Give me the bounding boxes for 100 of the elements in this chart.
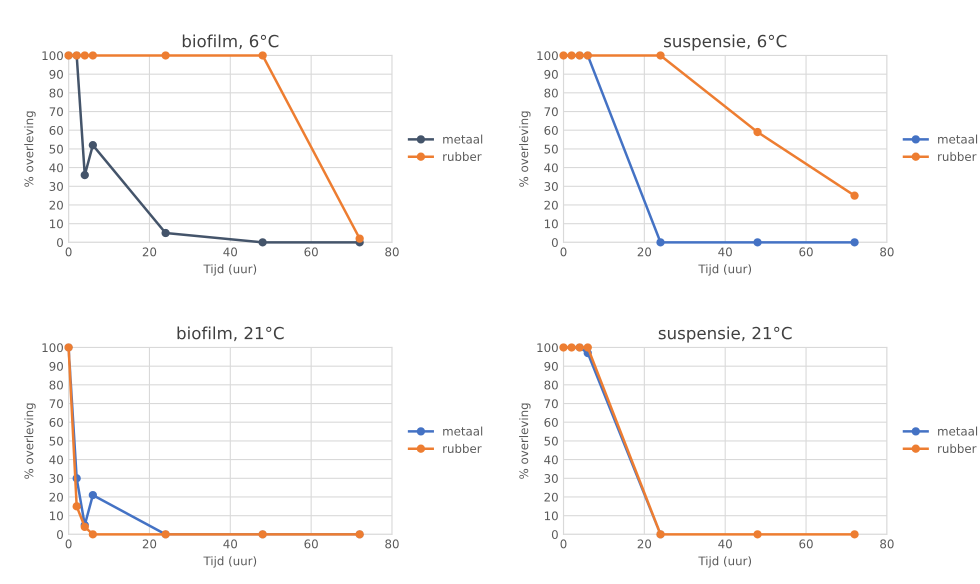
y-tick-label: 90 [49,70,63,79]
point [559,343,568,352]
legend-label: rubber [938,444,976,454]
point [88,51,98,60]
point [258,238,267,247]
y-tick-label: 10 [50,511,63,520]
point [850,191,859,200]
x-axis-title: Tijd (uur) [203,556,256,568]
x-axis-title: Tijd (uur) [698,264,752,276]
y-tick-label: 50 [544,144,558,154]
x-tick-label: 40 [718,247,732,256]
y-tick-label: 40 [544,163,558,172]
y-tick-label: 30 [544,474,558,483]
x-tick-label: 0 [66,539,72,548]
point [72,502,81,510]
y-tick-label: 60 [50,418,63,427]
y-tick-label: 50 [50,144,63,154]
y-tick-label: 0 [57,530,63,540]
y-tick-label: 60 [544,418,558,427]
y-tick-label: 90 [49,362,63,371]
point [88,141,98,150]
point [559,51,568,60]
y-axis-title: % overleving [519,403,531,479]
x-tick-label: 40 [718,539,732,548]
point [567,343,576,352]
y-tick-label: 90 [544,362,558,371]
y-tick-label: 30 [50,474,63,483]
y-tick-label: 0 [57,238,63,248]
chart-title: suspensie, 6°C [664,34,786,51]
x-tick-label: 60 [799,247,813,256]
y-tick-label: 0 [552,238,558,248]
point [88,530,98,539]
legend-label: metaal [443,134,482,144]
point [161,51,170,60]
y-axis-title: % overleving [24,111,36,187]
x-tick-label: 80 [385,539,399,548]
x-tick-label: 0 [560,539,566,548]
y-tick-label: 90 [544,70,558,79]
point [850,530,859,539]
y-tick-label: 40 [544,455,558,464]
y-tick-label: 70 [544,107,558,116]
x-axis-title: Tijd (uur) [698,556,752,568]
x-axis-title: Tijd (uur) [203,264,256,276]
x-tick-label: 0 [560,247,566,256]
legend-label: metaal [938,134,978,144]
chart-title: biofilm, 21°C [178,326,284,342]
y-tick-label: 20 [50,200,63,210]
y-tick-label: 100 [537,51,558,60]
y-tick-label: 70 [50,107,63,116]
x-tick-label: 40 [223,539,238,548]
y-tick-label: 0 [552,530,558,540]
point [161,228,170,238]
x-tick-label: 80 [880,247,894,256]
x-tick-label: 60 [304,247,318,256]
legend-label: metaal [443,426,482,436]
x-tick-label: 0 [66,247,72,256]
y-tick-label: 80 [544,380,558,390]
y-tick-label: 80 [544,88,558,98]
y-tick-label: 60 [50,126,63,135]
point [656,238,665,247]
x-tick-label: 80 [385,247,399,256]
x-tick-label: 20 [142,539,156,548]
point [88,490,98,500]
chart-title: suspensie, 21°C [658,326,792,343]
point [567,51,576,60]
y-tick-label: 40 [49,163,63,172]
point [753,530,762,539]
y-tick-label: 60 [544,126,558,135]
x-tick-label: 40 [223,247,238,256]
y-tick-label: 50 [544,436,558,446]
y-tick-label: 10 [544,511,558,520]
x-tick-label: 60 [304,539,318,548]
y-tick-label: 20 [50,492,63,502]
y-tick-label: 10 [50,219,63,228]
y-tick-label: 20 [544,200,558,210]
y-tick-label: 100 [537,343,558,352]
y-axis-title: % overleving [24,403,36,479]
point [753,238,762,247]
y-tick-label: 100 [42,343,63,352]
y-tick-label: 20 [544,492,558,502]
x-tick-label: 20 [638,247,652,256]
point [80,51,89,60]
y-tick-label: 30 [50,182,63,191]
point [753,128,762,136]
point [355,234,364,243]
point [656,51,665,60]
y-axis-title: % overleving [519,111,531,187]
y-tick-label: 70 [544,399,558,408]
point [258,51,267,60]
y-tick-label: 100 [42,51,63,60]
legend-label: rubber [443,444,482,454]
y-tick-label: 30 [544,182,558,191]
point [584,343,592,352]
y-tick-label: 50 [50,436,63,446]
legend-label: rubber [443,152,482,162]
x-tick-label: 20 [638,539,652,548]
y-tick-label: 70 [50,399,63,408]
y-tick-label: 80 [50,380,63,390]
x-tick-label: 20 [142,247,156,256]
point [80,170,89,180]
